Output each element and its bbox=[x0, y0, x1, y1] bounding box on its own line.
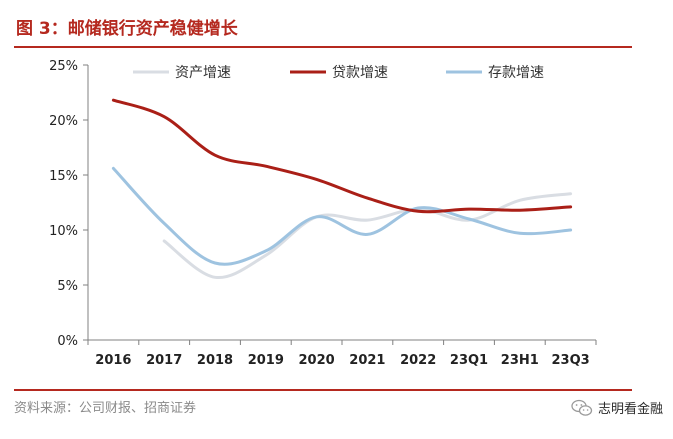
y-tick-label: 10% bbox=[49, 224, 78, 239]
title-divider bbox=[14, 46, 632, 48]
brand-name: 志明看金融 bbox=[597, 402, 663, 417]
footer-divider bbox=[14, 389, 632, 391]
figure-title: 图 3：邮储银行资产稳健增长 bbox=[16, 19, 238, 39]
x-tick-label: 2018 bbox=[197, 353, 233, 368]
axes: 0% 5% 10% 15% 20% 25% 2016 2017 2018 2019 2020 2021… bbox=[49, 59, 597, 368]
y-tick-label: 0% bbox=[57, 334, 78, 349]
x-tick-label: 23Q1 bbox=[450, 353, 488, 368]
y-tick-label: 5% bbox=[57, 279, 78, 294]
y-tick-label: 25% bbox=[49, 59, 78, 74]
legend: 资产增速 贷款增速 存款增速 bbox=[133, 65, 544, 81]
series-line-asset-growth bbox=[162, 192, 573, 279]
legend-label: 贷款增速 bbox=[332, 65, 388, 81]
series-line-loan-growth bbox=[111, 98, 573, 214]
x-tick-label: 2020 bbox=[299, 353, 335, 368]
x-tick-label: 23Q3 bbox=[552, 353, 590, 368]
y-tick-label: 15% bbox=[49, 169, 78, 184]
source-note: 资料来源：公司财报、招商证券 bbox=[14, 401, 197, 416]
x-tick-label: 2022 bbox=[400, 353, 436, 368]
x-tick-label: 2017 bbox=[146, 353, 182, 368]
x-tick-label: 2019 bbox=[248, 353, 284, 368]
x-tick-label: 23H1 bbox=[501, 353, 539, 368]
legend-label: 存款增速 bbox=[488, 65, 544, 81]
x-tick-label: 2021 bbox=[349, 353, 385, 368]
series-lines bbox=[111, 98, 573, 279]
x-tick-label: 2016 bbox=[95, 353, 131, 368]
wechat-icon bbox=[571, 399, 593, 416]
series-line-deposit-growth bbox=[111, 166, 573, 266]
brand-mark: 志明看金融 bbox=[571, 398, 663, 417]
legend-label: 资产增速 bbox=[175, 65, 231, 81]
y-tick-label: 20% bbox=[49, 114, 78, 129]
